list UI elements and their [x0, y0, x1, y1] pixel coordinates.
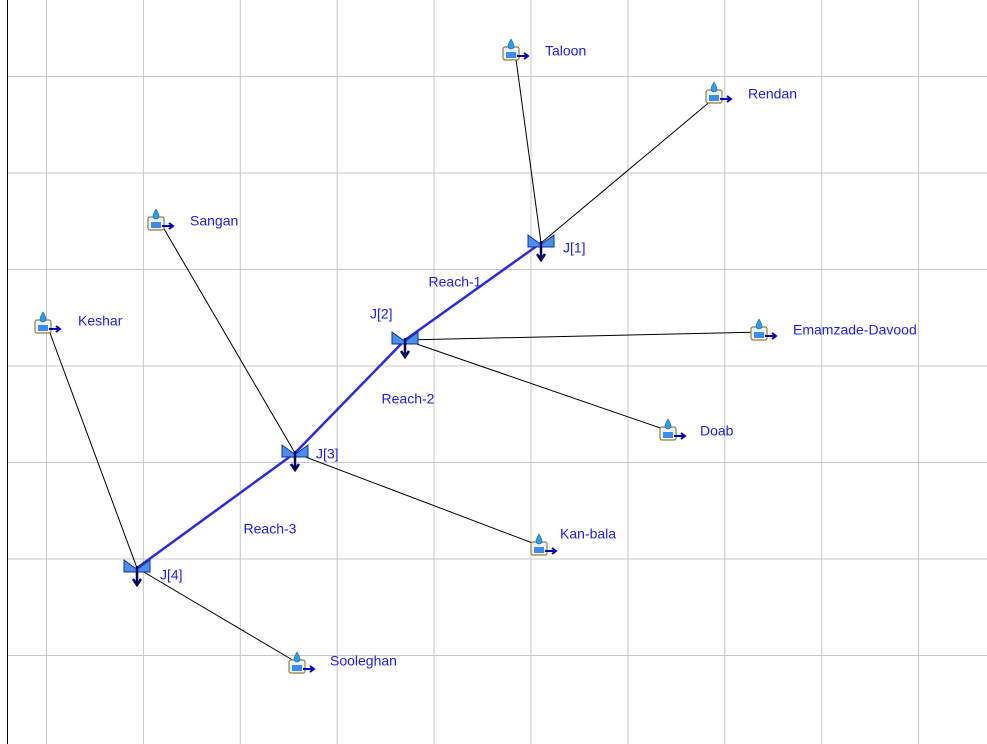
junction-label: J[1] [563, 240, 586, 256]
subbasin-drop [664, 418, 672, 430]
nodes: Taloon Rendan Sangan Keshar Emamzade-Davood D… [34, 38, 917, 674]
subbasin-drop [535, 533, 543, 545]
subbasin-water [506, 52, 516, 58]
subbasin-water [38, 325, 48, 331]
subbasin-water [754, 332, 764, 338]
subbasin [750, 318, 778, 341]
subbasin-arrow [720, 95, 733, 103]
subbasin-label: Rendan [748, 86, 797, 102]
junction [391, 331, 419, 360]
subbasin-label: Kan-bala [560, 526, 616, 542]
subbasin-label: Emamzade-Davood [793, 322, 917, 338]
subbasin-arrow [765, 332, 778, 340]
junction-arrow [131, 566, 143, 588]
junction-arrow [535, 241, 547, 263]
junction-label: J[2] [370, 306, 393, 322]
subbasin-drop [710, 81, 718, 93]
subbasin-link [136, 567, 302, 666]
junction-funnel [527, 234, 555, 248]
subbasin-drop [293, 651, 301, 663]
subbasin-water [663, 432, 673, 438]
junction [123, 559, 151, 588]
subbasin-link [46, 324, 138, 569]
subbasin-link [404, 339, 673, 433]
junction-label: J[3] [316, 446, 339, 462]
junction-arrow [289, 451, 301, 473]
subbasin-label: Sangan [190, 213, 238, 229]
subbasin-drop [507, 38, 515, 50]
junction [281, 444, 309, 473]
subbasin [705, 81, 733, 104]
reach-label: Reach-2 [382, 391, 435, 407]
subbasin-drop [152, 208, 160, 220]
reach [294, 339, 406, 454]
subbasin [147, 208, 175, 231]
subbasin-drop [39, 311, 47, 323]
subbasin-arrow [49, 325, 62, 333]
junction-arrow [399, 338, 411, 360]
subbasin-link [514, 51, 542, 244]
subbasin [34, 311, 62, 334]
subbasin [502, 38, 530, 61]
grid [8, 0, 987, 744]
junction-funnel [281, 444, 309, 458]
junction [527, 234, 555, 263]
subbasin [288, 651, 316, 674]
subbasin-arrow [162, 222, 175, 230]
reach-label: Reach-1 [429, 274, 482, 290]
subbasin-arrow [517, 52, 530, 60]
subbasin-link [404, 331, 764, 341]
subbasin-water [151, 222, 161, 228]
subbasin-label: Taloon [545, 43, 586, 59]
reach [136, 451, 296, 570]
junction-label: J[4] [160, 567, 183, 583]
subbasin-label: Sooleghan [330, 653, 397, 669]
junction-funnel [123, 559, 151, 573]
subbasin-arrow [674, 432, 687, 440]
subbasin-arrow [545, 547, 558, 555]
subbasin-water [292, 665, 302, 671]
subbasin-link [159, 221, 296, 454]
subbasin-water [534, 547, 544, 553]
subbasin-label: Doab [700, 423, 734, 439]
subbasin-link [540, 94, 719, 244]
subbasin [659, 418, 687, 441]
subbasin-water [709, 95, 719, 101]
junction-funnel [391, 331, 419, 345]
subbasin-link [294, 452, 544, 548]
reach-label: Reach-3 [244, 521, 297, 537]
subbasin-drop [755, 318, 763, 330]
subbasin [530, 533, 558, 556]
reach [404, 241, 542, 342]
subbasin-arrow [303, 665, 316, 673]
links [46, 51, 764, 666]
subbasin-label: Keshar [78, 313, 123, 329]
